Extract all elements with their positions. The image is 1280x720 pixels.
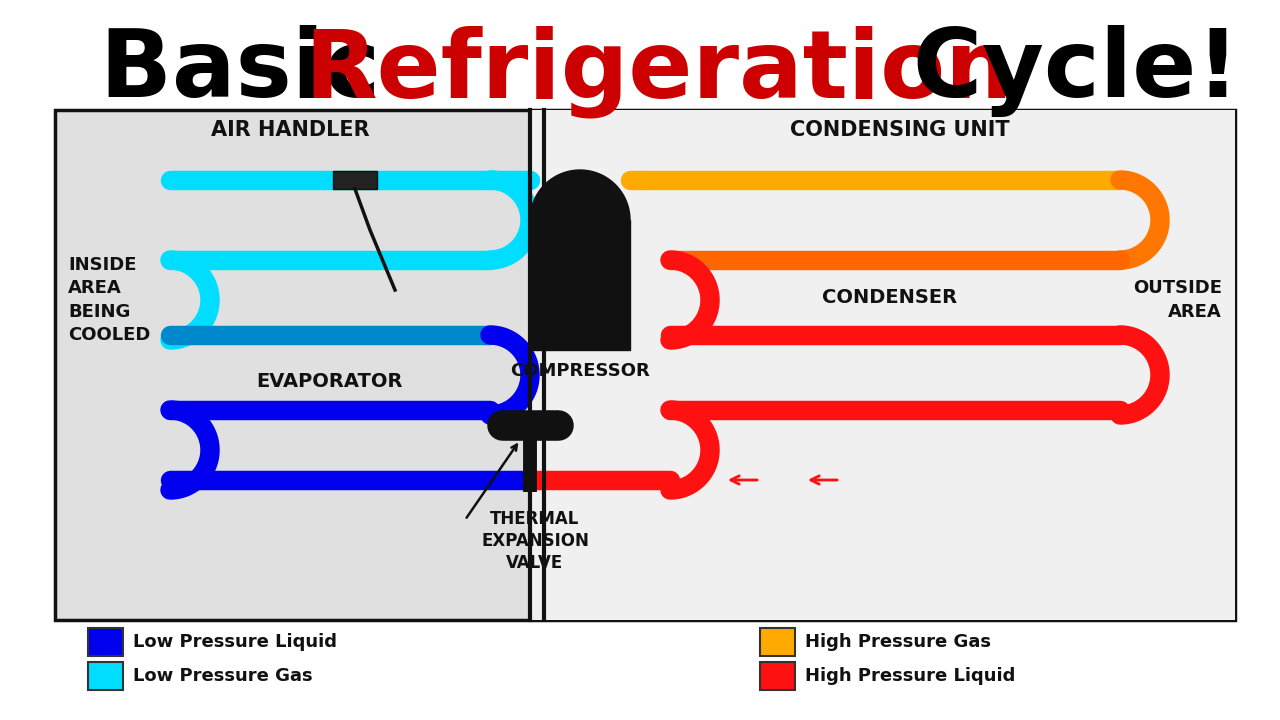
Bar (88, 628, 123, 656)
Text: OUTSIDE
AREA: OUTSIDE AREA (1133, 279, 1222, 321)
Bar (333, 171, 378, 189)
Text: THERMAL
EXPANSION
VALVE: THERMAL EXPANSION VALVE (481, 510, 589, 572)
Text: High Pressure Gas: High Pressure Gas (805, 633, 991, 651)
Polygon shape (530, 170, 630, 220)
Text: Low Pressure Gas: Low Pressure Gas (133, 667, 312, 685)
Bar (760, 662, 795, 690)
Text: Basic: Basic (100, 25, 413, 117)
Text: Cycle!: Cycle! (881, 25, 1239, 117)
Bar (55, 110, 1235, 620)
Bar (530, 110, 1235, 620)
Text: CONDENSER: CONDENSER (823, 288, 957, 307)
Text: High Pressure Liquid: High Pressure Liquid (805, 667, 1015, 685)
Bar (760, 628, 795, 656)
Text: Refrigeration: Refrigeration (305, 25, 1012, 117)
Text: INSIDE
AREA
BEING
COOLED: INSIDE AREA BEING COOLED (68, 256, 150, 344)
Text: COMPRESSOR: COMPRESSOR (511, 362, 650, 380)
Text: CONDENSING UNIT: CONDENSING UNIT (790, 120, 1010, 140)
Text: EVAPORATOR: EVAPORATOR (257, 372, 403, 391)
Bar (88, 662, 123, 690)
Bar (530, 220, 630, 350)
Text: AIR HANDLER: AIR HANDLER (211, 120, 370, 140)
Text: Low Pressure Liquid: Low Pressure Liquid (133, 633, 337, 651)
